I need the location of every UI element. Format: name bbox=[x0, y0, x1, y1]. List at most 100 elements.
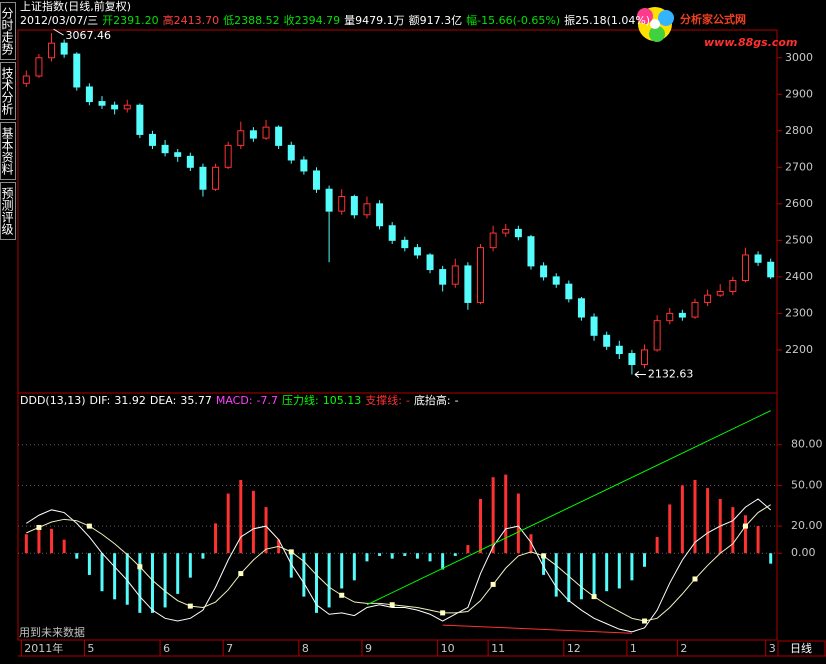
y-tick-label: 2900 bbox=[785, 87, 813, 100]
readout-label: DIF: bbox=[89, 394, 110, 407]
candle-body bbox=[199, 166, 207, 190]
info-item: 额917.3亿 bbox=[409, 14, 463, 27]
indicator-name: DDD(13,13) bbox=[20, 394, 85, 407]
info-item: 2012/03/07/三 bbox=[20, 14, 98, 27]
candle-body bbox=[237, 130, 245, 146]
y-tick-label: 2400 bbox=[785, 270, 813, 283]
candle-body bbox=[590, 316, 598, 336]
candle-body bbox=[148, 133, 156, 146]
candle-body bbox=[401, 239, 409, 249]
candle-body bbox=[577, 298, 585, 318]
candle-body bbox=[98, 101, 106, 106]
candle-body bbox=[754, 254, 762, 263]
candle-body bbox=[186, 155, 194, 168]
candle-body bbox=[527, 236, 535, 267]
y-tick-label: 20.00 bbox=[791, 519, 823, 532]
candle-body bbox=[767, 261, 775, 278]
readout-value: 105.13 bbox=[323, 394, 362, 407]
candle-body bbox=[350, 196, 358, 216]
info-item: 高2413.70 bbox=[163, 13, 220, 27]
y-tick-label: 0.00 bbox=[791, 546, 816, 559]
candle-body bbox=[35, 57, 43, 77]
candle-body bbox=[338, 196, 346, 212]
side-tab[interactable]: 分时走势 bbox=[0, 2, 16, 60]
dea-marker bbox=[591, 594, 597, 600]
candle-body bbox=[136, 104, 144, 135]
logo-icon bbox=[649, 26, 665, 42]
readout-label: MACD: bbox=[216, 394, 253, 407]
info-item: 开2391.20 bbox=[102, 14, 159, 27]
logo-icon bbox=[637, 8, 653, 24]
candle-body bbox=[300, 159, 308, 172]
candle-body bbox=[22, 75, 30, 84]
dea-marker bbox=[490, 581, 496, 587]
candle-body bbox=[552, 276, 560, 285]
x-tick-label: 11 bbox=[491, 642, 505, 655]
note: 用到未来数据 bbox=[19, 625, 85, 639]
candle-body bbox=[464, 265, 472, 303]
side-tab[interactable]: 基本资料 bbox=[0, 122, 16, 180]
trend-line bbox=[366, 410, 771, 606]
dea-marker bbox=[288, 549, 294, 555]
candle-body bbox=[413, 247, 421, 256]
y-tick-label: 3000 bbox=[785, 51, 813, 64]
candle-body bbox=[388, 225, 396, 241]
side-tab[interactable]: 预测评级 bbox=[0, 182, 16, 240]
info-item: 低2388.52 bbox=[223, 14, 280, 27]
logo-icon bbox=[658, 10, 674, 26]
candle-body bbox=[691, 301, 699, 318]
dea-marker bbox=[692, 576, 698, 582]
info-item: 幅-15.66(-0.65%) bbox=[466, 14, 560, 27]
side-tab[interactable]: 技术分析 bbox=[0, 62, 16, 120]
line-0 bbox=[26, 498, 772, 633]
x-tick-label: 9 bbox=[365, 642, 372, 655]
x-tick-label: 7 bbox=[226, 642, 233, 655]
indicator-frame bbox=[17, 392, 778, 641]
candle-body bbox=[704, 294, 712, 303]
dea-marker bbox=[187, 603, 193, 609]
dea-marker bbox=[742, 523, 748, 529]
annotation-arrow bbox=[53, 28, 64, 36]
candle-body bbox=[48, 42, 56, 59]
dea-marker bbox=[339, 592, 345, 598]
candle-body bbox=[641, 349, 649, 366]
readout-value: - bbox=[406, 394, 410, 407]
candle-body bbox=[678, 312, 686, 318]
x-tick-label: 3 bbox=[769, 642, 776, 655]
info-item: 量9479.1万 bbox=[344, 14, 405, 27]
readout-label: 支撑线: bbox=[365, 393, 402, 407]
dea-marker bbox=[440, 610, 446, 616]
x-tick-label: 12 bbox=[567, 642, 581, 655]
annotation: 2132.63 bbox=[648, 368, 694, 381]
y-tick-label: 2600 bbox=[785, 197, 813, 210]
dea-marker bbox=[642, 618, 648, 624]
dea-marker bbox=[36, 524, 42, 530]
candle-body bbox=[111, 104, 119, 110]
candle-body bbox=[565, 283, 573, 300]
candle-body bbox=[60, 42, 68, 55]
readout-value: - bbox=[455, 394, 459, 407]
candle-body bbox=[262, 126, 270, 139]
readout-value: 31.92 bbox=[114, 394, 146, 407]
candle-body bbox=[514, 228, 522, 238]
annotation: 3067.46 bbox=[66, 29, 112, 42]
annotation-arrow bbox=[634, 371, 640, 378]
readout-label: DEA: bbox=[150, 394, 176, 407]
candle-body bbox=[312, 170, 320, 190]
readout-label: 压力线: bbox=[282, 393, 319, 407]
candle-body bbox=[123, 104, 131, 110]
dea-marker bbox=[541, 553, 547, 559]
candle-body bbox=[275, 126, 283, 146]
candle-body bbox=[502, 228, 510, 234]
dea-marker bbox=[238, 571, 244, 577]
candle-body bbox=[615, 345, 623, 355]
readout-value: -7.7 bbox=[257, 394, 278, 407]
logo-url: www.88gs.com bbox=[704, 36, 797, 49]
candle-body bbox=[653, 320, 661, 351]
x-tick-label: 1 bbox=[630, 642, 637, 655]
candle-body bbox=[73, 53, 81, 88]
candle-body bbox=[426, 254, 434, 271]
candle-body bbox=[628, 353, 636, 366]
x-tick-label: 5 bbox=[87, 642, 94, 655]
